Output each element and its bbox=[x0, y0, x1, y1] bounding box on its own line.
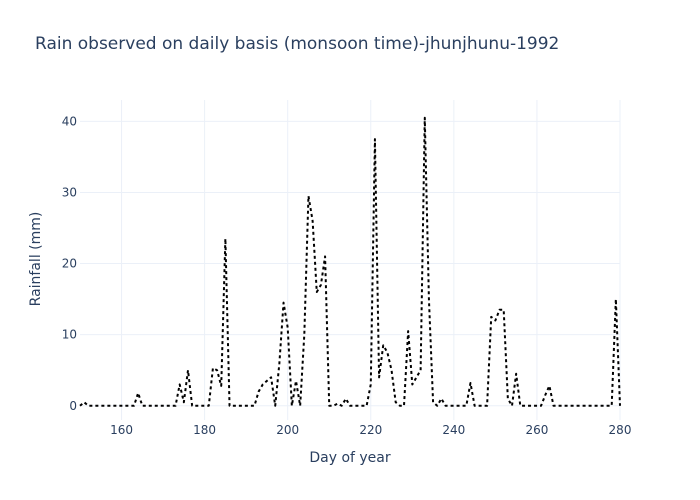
tick-label-layer: 160 180 200 220 240 260 280 0 10 20 30 40 bbox=[62, 114, 632, 437]
x-tick-label: 180 bbox=[193, 423, 216, 437]
y-tick-label: 20 bbox=[62, 257, 77, 271]
y-tick-label: 10 bbox=[62, 328, 77, 342]
rainfall-series-line bbox=[79, 116, 621, 407]
x-tick-label: 280 bbox=[609, 423, 632, 437]
grid-layer bbox=[80, 100, 621, 420]
x-tick-label: 160 bbox=[110, 423, 133, 437]
y-tick-label: 40 bbox=[62, 114, 77, 128]
x-axis-title: Day of year bbox=[309, 450, 391, 466]
x-tick-label: 200 bbox=[276, 423, 299, 437]
y-tick-label: 0 bbox=[69, 399, 77, 413]
chart-title: Rain observed on daily basis (monsoon ti… bbox=[35, 34, 560, 54]
x-tick-label: 260 bbox=[525, 423, 548, 437]
x-tick-label: 240 bbox=[442, 423, 465, 437]
series-layer bbox=[79, 116, 621, 407]
y-tick-label: 30 bbox=[62, 185, 77, 199]
y-axis-title: Rainfall (mm) bbox=[28, 212, 44, 307]
x-tick-label: 220 bbox=[359, 423, 382, 437]
